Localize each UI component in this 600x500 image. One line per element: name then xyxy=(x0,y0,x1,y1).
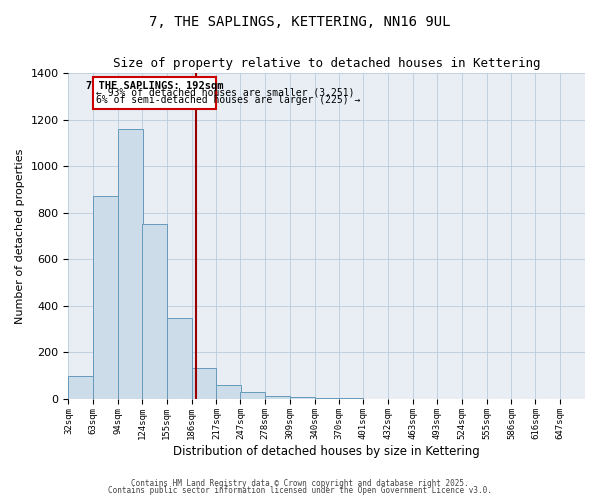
Text: ← 93% of detached houses are smaller (3,251): ← 93% of detached houses are smaller (3,… xyxy=(95,88,354,98)
Bar xyxy=(118,129,143,399)
Text: 7 THE SAPLINGS: 192sqm: 7 THE SAPLINGS: 192sqm xyxy=(86,80,224,90)
Text: 6% of semi-detached houses are larger (225) →: 6% of semi-detached houses are larger (2… xyxy=(95,94,360,104)
Text: Contains public sector information licensed under the Open Government Licence v3: Contains public sector information licen… xyxy=(108,486,492,495)
Bar xyxy=(315,398,340,399)
Bar xyxy=(191,368,217,399)
Bar xyxy=(68,376,93,399)
FancyBboxPatch shape xyxy=(93,76,217,109)
Text: 7, THE SAPLINGS, KETTERING, NN16 9UL: 7, THE SAPLINGS, KETTERING, NN16 9UL xyxy=(149,15,451,29)
Bar xyxy=(241,392,265,399)
Bar xyxy=(142,224,167,399)
Bar xyxy=(290,396,315,399)
Bar xyxy=(265,396,290,399)
Text: Contains HM Land Registry data © Crown copyright and database right 2025.: Contains HM Land Registry data © Crown c… xyxy=(131,478,469,488)
X-axis label: Distribution of detached houses by size in Kettering: Distribution of detached houses by size … xyxy=(173,444,480,458)
Bar xyxy=(93,196,118,399)
Bar xyxy=(217,385,241,399)
Bar xyxy=(167,318,191,399)
Bar xyxy=(338,398,364,399)
Title: Size of property relative to detached houses in Kettering: Size of property relative to detached ho… xyxy=(113,58,541,70)
Y-axis label: Number of detached properties: Number of detached properties xyxy=(15,148,25,324)
